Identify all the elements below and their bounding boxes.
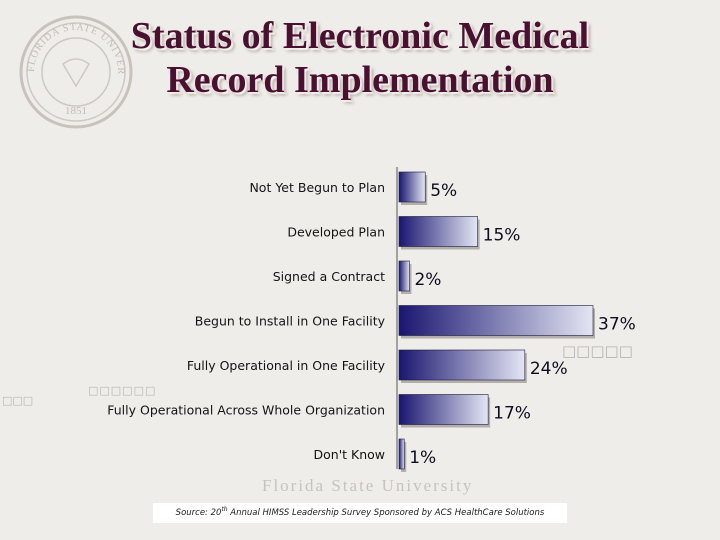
value-label: 2% [414,270,441,290]
source-prefix: Source: 20 [175,508,222,518]
bar [398,438,405,470]
category-label: Begun to Install in One Facility [195,314,386,329]
title-line-2: Record Implementation [166,59,554,101]
slide-title: Status of Electronic Medical Record Impl… [80,14,640,102]
value-label: 15% [483,226,521,246]
decorative-squares-left: □□□ [2,394,34,407]
value-label: 37% [598,315,636,335]
category-label: Not Yet Begun to Plan [249,180,385,195]
source-note: Source: 20th Annual HIMSS Leadership Sur… [153,503,567,523]
category-label: Signed a Contract [273,269,385,284]
university-seal-icon: FLORIDA STATE UNIVERSITY 1851 [18,14,133,129]
decorative-squares: □□□□□□ [88,384,157,397]
category-label: Developed Plan [287,225,385,240]
bar [398,349,526,381]
value-label: 5% [430,181,457,201]
value-label: 17% [493,404,531,424]
value-label: 24% [530,359,568,379]
source-sup: th [221,506,228,514]
decorative-squares-right: □□□□□ [562,342,633,360]
value-label: 1% [409,448,436,468]
source-suffix: Annual HIMSS Leadership Survey Sponsored… [227,508,545,518]
category-label: Don't Know [314,447,386,462]
title-line-1: Status of Electronic Medical [130,15,590,57]
bar [398,260,410,292]
fsu-watermark: Florida State University [262,476,474,495]
category-label: Fully Operational in One Facility [187,358,386,373]
bar [398,305,594,336]
bar [398,216,478,247]
bar [398,171,426,203]
bar [398,394,489,425]
category-label: Fully Operational Across Whole Organizat… [107,403,385,418]
seal-year-text: 1851 [65,105,87,117]
